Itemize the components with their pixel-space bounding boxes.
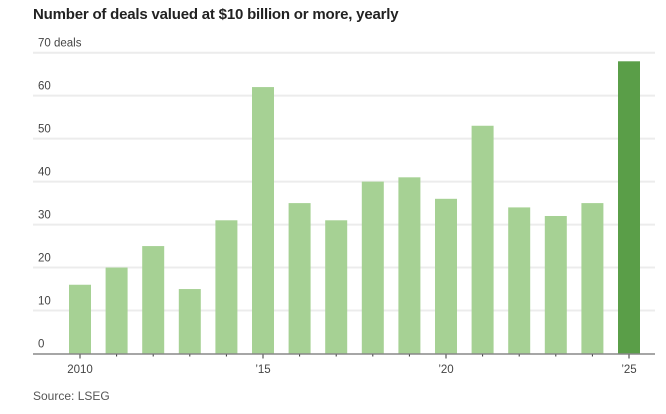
- x-tick-label: ’25: [621, 364, 636, 376]
- bar-2023: [544, 215, 567, 354]
- bar-2012: [142, 246, 165, 354]
- y-tick-label: 40: [38, 167, 51, 179]
- x-tick-label: 2010: [67, 364, 93, 376]
- bar-2024: [581, 203, 604, 354]
- bar-2013: [178, 289, 201, 354]
- y-tick-label: 70 deals: [38, 38, 82, 50]
- bar-2010: [69, 284, 91, 354]
- bar-2011: [105, 267, 128, 354]
- bar-2015: [252, 87, 274, 354]
- bar-2014: [215, 220, 238, 354]
- y-tick-label: 20: [38, 253, 51, 265]
- y-tick-label: 0: [38, 339, 44, 351]
- bar-2017: [325, 220, 348, 354]
- y-tick-label: 10: [38, 296, 51, 308]
- y-tick-label: 60: [38, 81, 51, 93]
- chart-title: Number of deals valued at $10 billion or…: [33, 6, 399, 23]
- source-note: Source: LSEG: [33, 389, 110, 403]
- x-tick-label: ’20: [438, 364, 453, 376]
- bar-2019: [398, 177, 421, 354]
- bar-2018: [361, 181, 384, 354]
- bar-2020: [435, 198, 457, 354]
- bar-2022: [508, 207, 531, 354]
- bar-2021: [471, 125, 494, 354]
- x-tick-label: ’15: [255, 364, 270, 376]
- y-tick-label: 30: [38, 210, 51, 222]
- bar-2016: [288, 203, 311, 354]
- y-tick-label: 50: [38, 124, 51, 136]
- bar-2025: [618, 61, 640, 354]
